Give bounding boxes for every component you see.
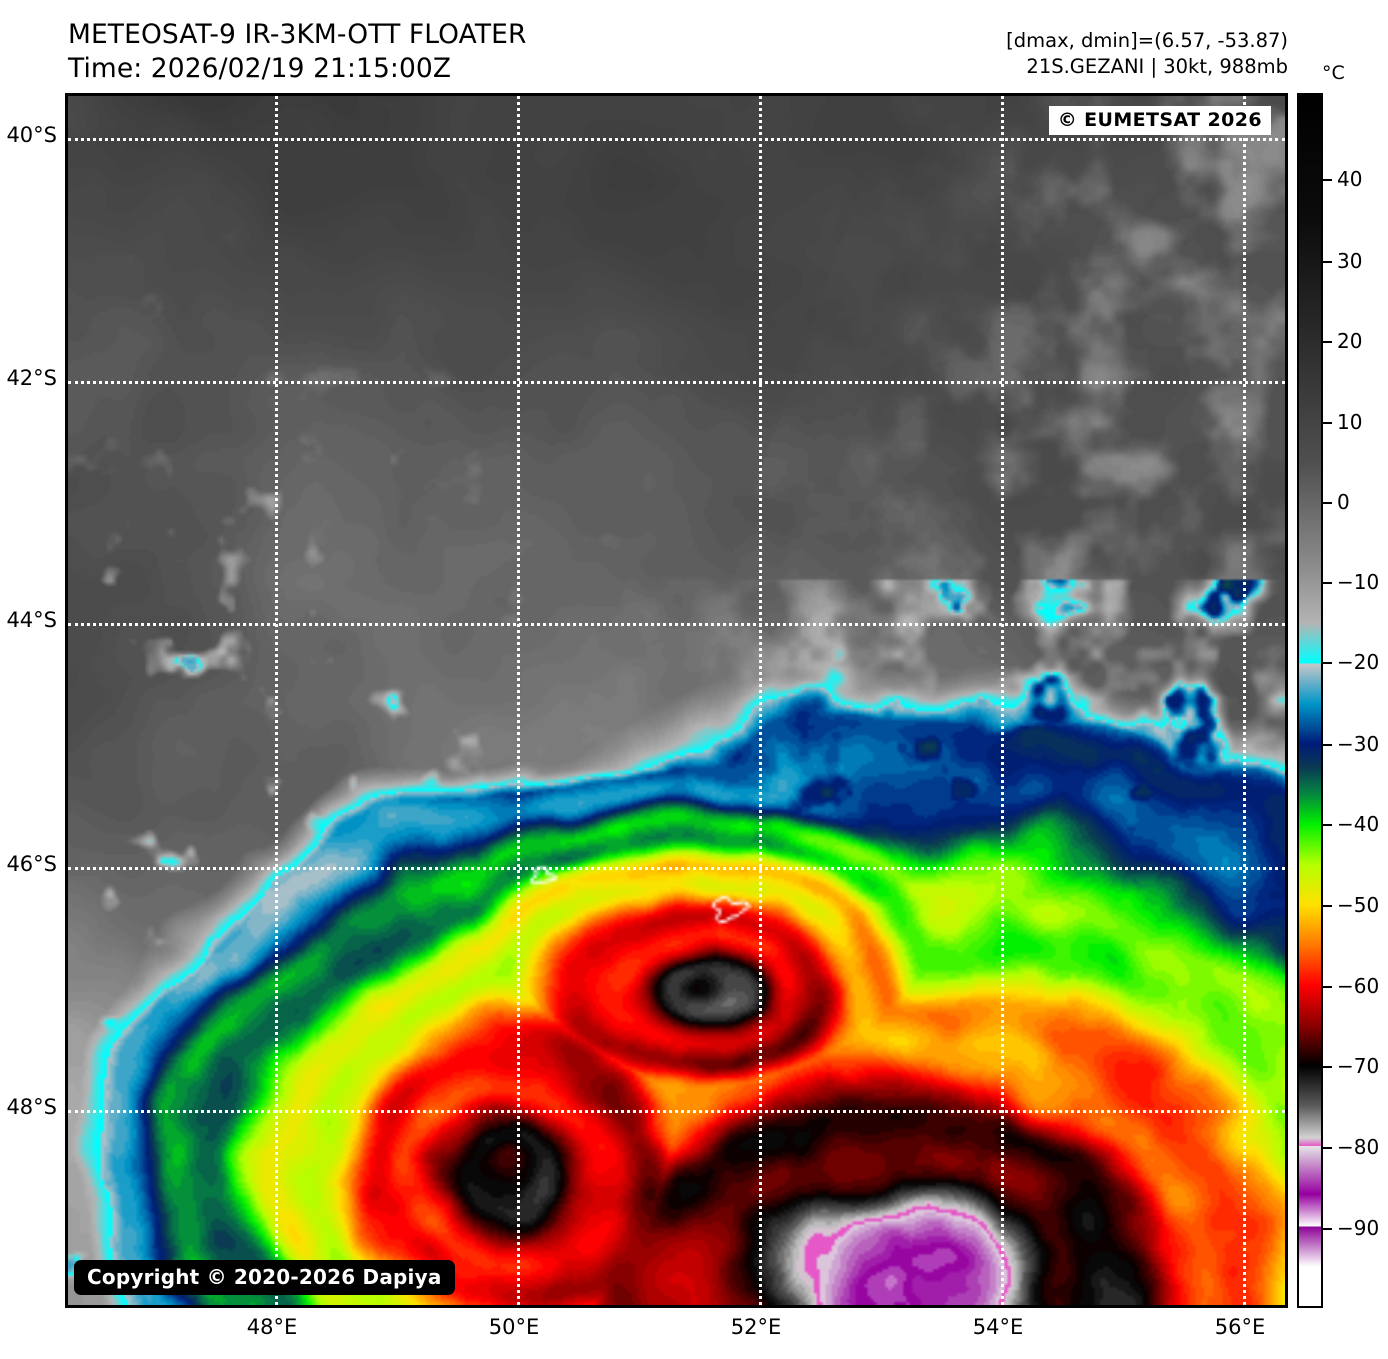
colorbar-tick-mark: [1323, 1066, 1332, 1068]
colorbar-tick-label: −40: [1337, 812, 1380, 836]
ytick-label: 44°S: [6, 608, 57, 632]
colorbar-tick-mark: [1323, 341, 1332, 343]
xtick-label: 54°E: [972, 1315, 1024, 1339]
colorbar-tick-label: −60: [1337, 974, 1380, 998]
colorbar-tick-mark: [1323, 1147, 1332, 1149]
dmax-dmin-label: [dmax, dmin]=(6.57, -53.87): [1006, 29, 1288, 52]
colorbar-tick-mark: [1323, 1228, 1332, 1230]
satellite-ir-heatmap: [68, 96, 1285, 1305]
colorbar-tick-mark: [1323, 179, 1332, 181]
colorbar-tick-label: −50: [1337, 893, 1380, 917]
colorbar-tick-mark: [1323, 582, 1332, 584]
colorbar-unit-label: °C: [1322, 62, 1345, 84]
colorbar[interactable]: [1297, 93, 1323, 1308]
colorbar-tick-mark: [1323, 261, 1332, 263]
colorbar-tick-label: −20: [1337, 650, 1380, 674]
colorbar-tick-label: −90: [1337, 1216, 1380, 1240]
ytick-label: 46°S: [6, 852, 57, 876]
header-left-block: METEOSAT-9 IR-3KM-OTT FLOATER Time: 2026…: [68, 18, 526, 87]
xtick-label: 52°E: [730, 1315, 782, 1339]
page-title: METEOSAT-9 IR-3KM-OTT FLOATER: [68, 19, 527, 50]
colorbar-tick-mark: [1323, 986, 1332, 988]
colorbar-tick-label: 30: [1337, 249, 1363, 273]
ytick-label: 40°S: [6, 123, 57, 147]
colorbar-tick-mark: [1323, 662, 1332, 664]
ytick-label: 42°S: [6, 366, 57, 390]
colorbar-tick-mark: [1323, 502, 1332, 504]
storm-info-label: 21S.GEZANI | 30kt, 988mb: [1026, 54, 1288, 78]
xtick-label: 50°E: [488, 1315, 540, 1339]
colorbar-tick-label: 0: [1337, 490, 1350, 514]
colorbar-tick-label: −30: [1337, 732, 1380, 756]
colorbar-tick-label: 10: [1337, 410, 1363, 434]
colorbar-tick-label: 40: [1337, 167, 1363, 191]
colorbar-tick-label: −10: [1337, 570, 1380, 594]
ytick-label: 48°S: [6, 1095, 57, 1119]
colorbar-tick-label: 20: [1337, 329, 1363, 353]
xtick-label: 48°E: [246, 1315, 298, 1339]
colorbar-tick-mark: [1323, 744, 1332, 746]
colorbar-tick-mark: [1323, 905, 1332, 907]
colorbar-tick-mark: [1323, 824, 1332, 826]
satellite-image-plot[interactable]: © EUMETSAT 2026 Copyright © 2020-2026 Da…: [65, 93, 1288, 1308]
xtick-label: 56°E: [1214, 1315, 1266, 1339]
copyright-badge: Copyright © 2020-2026 Dapiya: [74, 1260, 455, 1295]
colorbar-gradient: [1299, 95, 1321, 1306]
colorbar-tick-mark: [1323, 422, 1332, 424]
colorbar-tick-label: −70: [1337, 1054, 1380, 1078]
header-right-block: [dmax, dmin]=(6.57, -53.87) 21S.GEZANI |…: [1006, 28, 1288, 79]
eumetsat-credit-badge: © EUMETSAT 2026: [1048, 106, 1271, 135]
timestamp-label: Time: 2026/02/19 21:15:00Z: [68, 53, 452, 85]
colorbar-tick-label: −80: [1337, 1135, 1380, 1159]
